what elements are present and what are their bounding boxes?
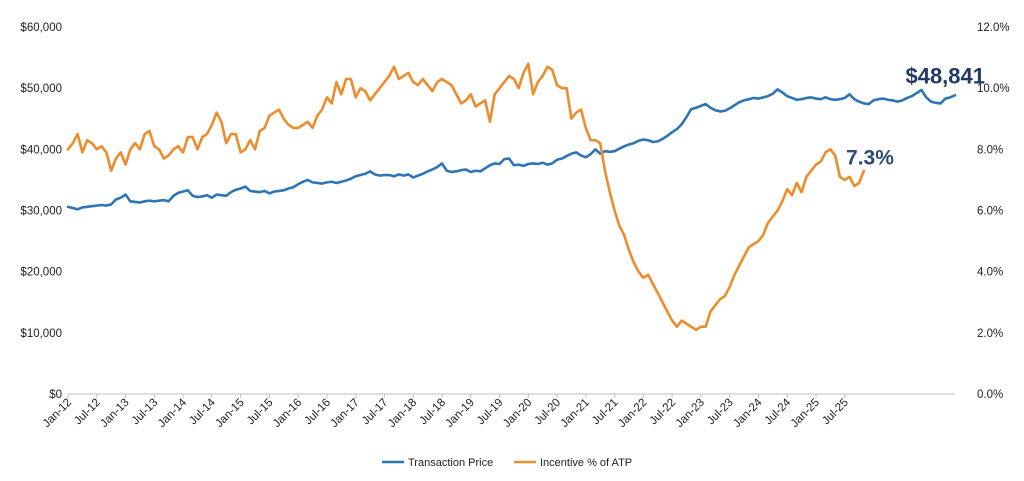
y-left-tick-label: $0 bbox=[49, 389, 62, 401]
x-tick-label: Jan-14 bbox=[156, 396, 190, 430]
x-tick-label: Jan-24 bbox=[731, 396, 765, 430]
y-right-tick-label: 2.0% bbox=[977, 328, 1003, 340]
y-right-tick-label: 4.0% bbox=[977, 267, 1003, 279]
y-right-tick-label: 10.0% bbox=[977, 83, 1010, 95]
series-line-transaction-price bbox=[66, 88, 957, 211]
x-tick-label: Jan-16 bbox=[271, 397, 304, 430]
series-layer bbox=[66, 62, 957, 332]
y-right-tick-label: 6.0% bbox=[977, 206, 1003, 218]
x-tick-label: Jan-25 bbox=[789, 397, 822, 430]
x-tick-label: Jan-20 bbox=[501, 397, 534, 430]
y-left-tick-label: $40,000 bbox=[20, 144, 62, 156]
x-tick-label: Jan-22 bbox=[616, 397, 649, 430]
y-left-tick-label: $50,000 bbox=[20, 83, 62, 95]
callout-label-incentive-pct: 7.3% bbox=[846, 147, 894, 170]
legend-label: Transaction Price bbox=[408, 457, 493, 469]
x-tick-label: Jan-17 bbox=[328, 397, 361, 430]
x-tick-label: Jan-13 bbox=[98, 397, 131, 430]
y-left-tick-label: $30,000 bbox=[20, 206, 62, 218]
x-tick-label: Jan-15 bbox=[213, 397, 246, 430]
x-tick-label: Jan-18 bbox=[386, 397, 419, 430]
y-right-tick-label: 12.0% bbox=[977, 22, 1010, 34]
x-tick-label: Jan-21 bbox=[559, 397, 592, 430]
callout-label-transaction-price: $48,841 bbox=[905, 63, 985, 88]
series-line-incentive-pct bbox=[66, 62, 866, 332]
legend-item-transaction-price: Transaction Price bbox=[382, 457, 493, 469]
legend: Transaction Price Incentive % of ATP bbox=[382, 457, 632, 469]
x-tick-label: Jan-12 bbox=[41, 397, 74, 430]
y-left-tick-label: $10,000 bbox=[20, 328, 62, 340]
y-right-tick-label: 0.0% bbox=[977, 389, 1003, 401]
y-left-tick-label: $60,000 bbox=[20, 22, 62, 34]
y-right-tick-label: 8.0% bbox=[977, 144, 1003, 156]
legend-label: Incentive % of ATP bbox=[540, 457, 632, 469]
legend-item-incentive-pct: Incentive % of ATP bbox=[514, 457, 632, 469]
x-tick-label: Jan-23 bbox=[674, 397, 707, 430]
annotation-layer: $48,841 7.3% bbox=[846, 63, 985, 169]
y-left-tick-label: $20,000 bbox=[20, 267, 62, 279]
x-tick-label: Jan-19 bbox=[444, 397, 477, 430]
x-tick-label: Jul-25 bbox=[820, 397, 851, 428]
